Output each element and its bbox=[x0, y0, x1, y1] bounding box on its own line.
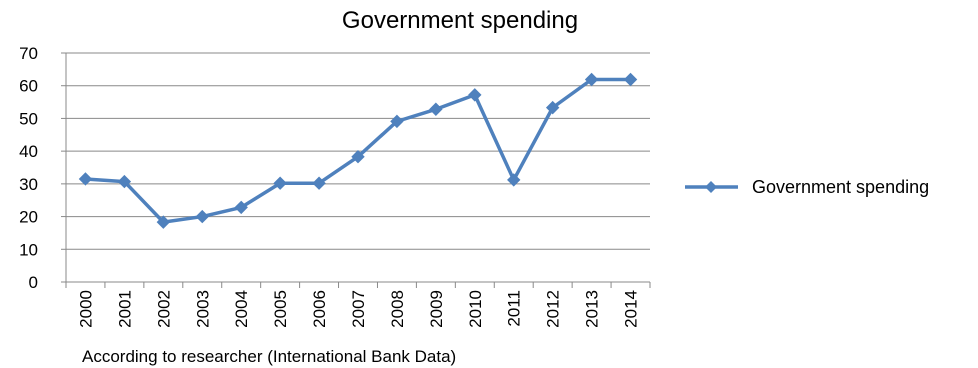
x-tick-label-2008: 2008 bbox=[388, 290, 407, 328]
data-point-2006 bbox=[312, 176, 326, 190]
x-axis-ticks: 2000 2001 2002 2003 2004 2005 2006 2007 2008 2009… bbox=[76, 290, 640, 328]
x-tick-label-2011: 2011 bbox=[505, 290, 524, 327]
data-point-2000 bbox=[78, 172, 93, 186]
y-tick-label-70: 70 bbox=[19, 44, 38, 63]
x-tick-label-2006: 2006 bbox=[310, 290, 329, 328]
data-point-2014 bbox=[623, 72, 638, 87]
legend-label: Government spending bbox=[752, 177, 929, 197]
x-tick-label-2001: 2001 bbox=[115, 290, 134, 328]
data-point-2005 bbox=[273, 176, 287, 190]
x-tick-label-2009: 2009 bbox=[427, 290, 446, 328]
x-tick-label-2007: 2007 bbox=[349, 290, 368, 328]
data-point-2012 bbox=[545, 100, 560, 115]
data-point-2010 bbox=[468, 88, 482, 102]
axes bbox=[61, 52, 651, 288]
data-point-2009 bbox=[429, 102, 443, 116]
data-point-2007 bbox=[351, 149, 365, 164]
y-tick-label-60: 60 bbox=[19, 77, 38, 96]
y-tick-label-30: 30 bbox=[19, 175, 38, 194]
series-group bbox=[78, 72, 638, 229]
x-tick-label-2002: 2002 bbox=[154, 290, 173, 328]
data-point-2004 bbox=[234, 200, 248, 215]
data-point-2011 bbox=[507, 173, 521, 187]
y-axis-ticks: 0 10 20 30 40 50 60 70 bbox=[19, 44, 38, 292]
x-tick-label-2013: 2013 bbox=[583, 290, 602, 328]
x-tick-label-2012: 2012 bbox=[544, 290, 563, 328]
x-tick-label-2010: 2010 bbox=[466, 290, 485, 328]
legend-marker bbox=[705, 181, 717, 193]
data-point-2003 bbox=[195, 209, 209, 224]
x-axis-label: According to researcher (International B… bbox=[82, 347, 456, 366]
data-point-2002 bbox=[156, 215, 171, 229]
x-tick-label-2014: 2014 bbox=[622, 290, 641, 328]
y-tick-label-10: 10 bbox=[19, 240, 38, 259]
x-tick-label-2005: 2005 bbox=[271, 290, 290, 328]
x-tick-label-2003: 2003 bbox=[193, 290, 212, 328]
data-point-2001 bbox=[117, 174, 132, 189]
data-point-2008 bbox=[390, 114, 404, 129]
y-tick-label-40: 40 bbox=[19, 142, 38, 161]
x-tick-label-2004: 2004 bbox=[232, 290, 251, 328]
y-tick-label-20: 20 bbox=[19, 208, 38, 227]
chart-title: Government spending bbox=[342, 7, 578, 34]
data-point-2013 bbox=[584, 72, 599, 87]
x-tick-label-2000: 2000 bbox=[76, 290, 95, 328]
legend: Government spending bbox=[685, 177, 929, 197]
y-tick-label-50: 50 bbox=[19, 109, 38, 128]
y-tick-label-0: 0 bbox=[29, 273, 38, 292]
